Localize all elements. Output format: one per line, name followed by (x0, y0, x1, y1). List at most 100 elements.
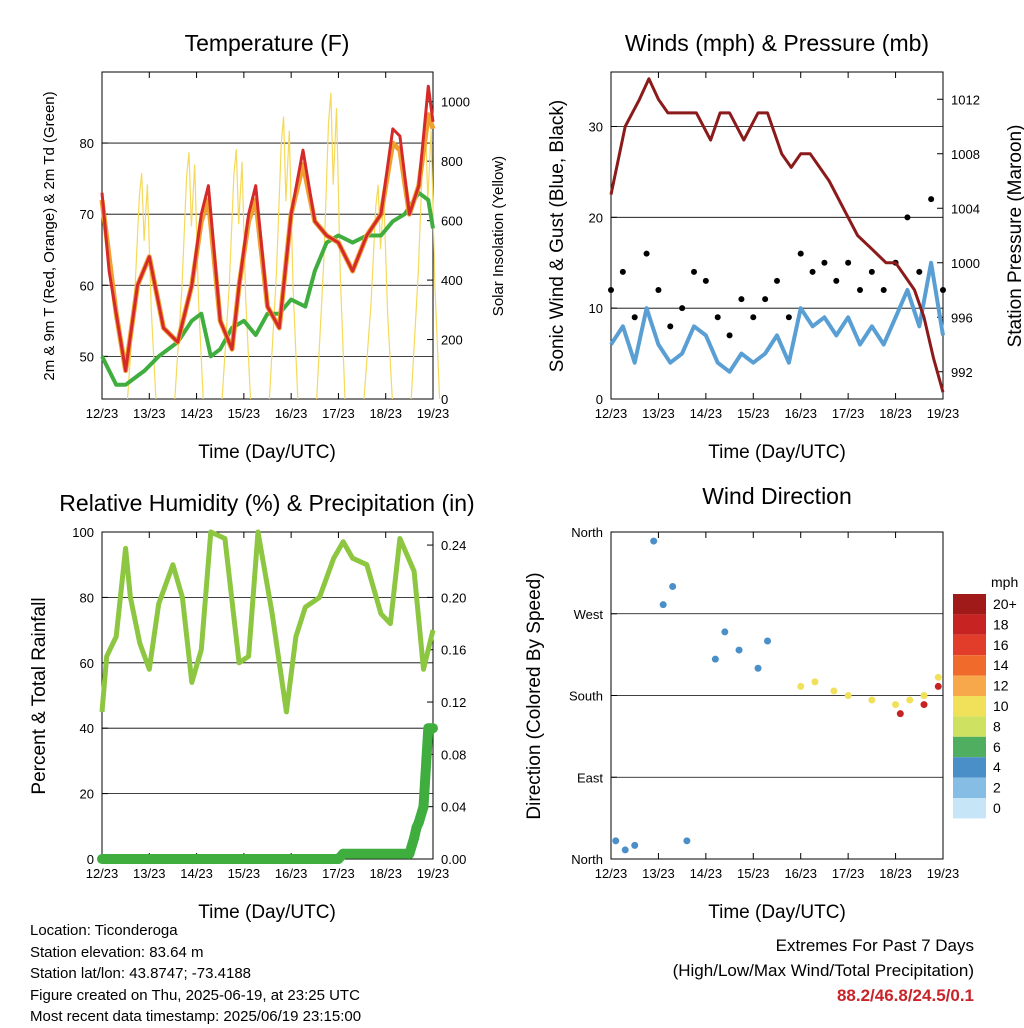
temperature-title: Temperature (F) (185, 30, 350, 56)
x-tick-label: 12/23 (86, 866, 119, 881)
y-tick-label: 60 (80, 278, 94, 293)
legend-swatch (953, 757, 986, 778)
humidity-title: Relative Humidity (%) & Precipitation (i… (59, 490, 474, 516)
y-tick-label: 20 (589, 210, 603, 225)
legend-label: 12 (993, 678, 1009, 694)
y-tick-label: 0 (596, 392, 603, 407)
y-tick-label: 1012 (951, 92, 980, 107)
station-info: Location: Ticonderoga Station elevation:… (30, 920, 361, 1028)
x-tick-label: 17/23 (322, 866, 355, 881)
legend-label: 0 (993, 800, 1001, 816)
y-tick-label: 1000 (951, 256, 980, 271)
gust-point (880, 287, 887, 293)
y-tick-label: 0 (441, 392, 448, 407)
temp-9m-series-line (99, 112, 436, 374)
gust-point (643, 250, 650, 257)
direction-point (920, 692, 928, 699)
temp-2m-series-line (100, 84, 435, 373)
legend-label: 16 (993, 637, 1009, 653)
y-tick-label: 0.00 (441, 852, 466, 867)
x-tick-label: 13/23 (133, 866, 166, 881)
y-tick-label: 0.20 (441, 590, 466, 605)
x-tick-label: 16/23 (784, 866, 817, 881)
legend-swatch (953, 675, 986, 696)
extremes-title: Extremes For Past 7 Days (775, 936, 974, 955)
solar-series-line (126, 173, 157, 400)
direction-point (868, 696, 876, 704)
y-tick-label: 70 (80, 207, 94, 222)
x-tick-label: 18/23 (369, 406, 402, 421)
location-text: Location: Ticonderoga (30, 922, 178, 939)
solar-series-line (221, 149, 252, 400)
temperature-xlabel: Time (Day/UTC) (198, 442, 336, 463)
legend-label: 18 (993, 616, 1009, 632)
gust-point (821, 259, 828, 266)
gust-point (631, 314, 638, 321)
y-tick-label: 992 (951, 365, 973, 380)
gust-point (608, 287, 614, 293)
wind-direction-title: Wind Direction (702, 483, 852, 509)
x-tick-label: 17/23 (832, 406, 865, 421)
direction-point (764, 637, 772, 645)
y-tick-label: 0 (87, 852, 94, 867)
x-tick-label: 12/23 (595, 866, 628, 881)
direction-point (631, 841, 639, 849)
gust-point (702, 277, 709, 284)
direction-point (934, 682, 942, 690)
y-tick-label: 600 (441, 214, 463, 229)
gust-point (785, 314, 792, 321)
gust-point (762, 296, 769, 303)
direction-point (797, 682, 805, 690)
x-tick-label: 16/23 (784, 406, 817, 421)
humidity-xlabel: Time (Day/UTC) (198, 902, 336, 923)
x-tick-label: 18/23 (369, 866, 402, 881)
direction-point (754, 664, 762, 672)
direction-point (896, 710, 904, 718)
direction-point (612, 837, 620, 845)
y-tick-label: 800 (441, 154, 463, 169)
gust-point (904, 214, 911, 221)
precip-series-line (102, 723, 434, 864)
legend-label: 20+ (993, 596, 1017, 612)
humidity-series-line (99, 529, 436, 715)
x-tick-label: 14/23 (180, 406, 213, 421)
y-tick-label: 0.16 (441, 643, 466, 658)
y-tick-label: 200 (441, 333, 463, 348)
x-tick-label: 15/23 (737, 406, 770, 421)
y-tick-label: 60 (80, 656, 94, 671)
x-tick-label: 15/23 (737, 866, 770, 881)
x-tick-label: 15/23 (228, 406, 261, 421)
gust-point (868, 268, 875, 275)
y-tick-label: 100 (72, 525, 94, 540)
temperature-panel: Temperature (F) Time (Day/UTC) 2m & 9m T… (41, 30, 507, 463)
direction-point (683, 837, 691, 845)
y-tick-label: 20 (80, 787, 94, 802)
recent-text: Most recent data timestamp: 2025/06/19 2… (30, 1008, 362, 1025)
winds-title: Winds (mph) & Pressure (mb) (625, 30, 929, 56)
y-tick-label: 0.12 (441, 695, 466, 710)
legend-label: 8 (993, 718, 1001, 734)
legend-swatch (953, 634, 986, 656)
y-tick-label: East (577, 770, 603, 785)
y-tick-label: 0.08 (441, 747, 466, 762)
y-tick-label: 10 (589, 301, 603, 316)
x-tick-label: 19/23 (927, 866, 960, 881)
legend-title: mph (991, 574, 1018, 590)
legend-swatch (953, 614, 986, 635)
x-tick-label: 16/23 (275, 866, 308, 881)
wind-direction-panel: Wind Direction Time (Day/UTC) Direction … (524, 483, 1018, 923)
extremes-value: 88.2/46.8/24.5/0.1 (836, 986, 974, 1005)
x-tick-label: 17/23 (322, 406, 355, 421)
gust-point (691, 268, 697, 275)
legend-swatch (953, 736, 986, 758)
elevation-text: Station elevation: 83.64 m (30, 943, 204, 961)
legend-swatch (953, 696, 986, 717)
x-tick-label: 13/23 (642, 866, 675, 881)
gust-point (774, 277, 780, 284)
gust-point (940, 287, 946, 293)
direction-point (650, 537, 658, 545)
temperature-y2label: Solar Insolation (Yellow) (490, 156, 507, 316)
latlon-text: Station lat/lon: 43.8747; -73.4188 (30, 965, 252, 982)
extremes-subtitle: (High/Low/Max Wind/Total Precipitation) (672, 961, 974, 980)
winds-ylabel: Sonic Wind & Gust (Blue, Black) (547, 100, 568, 372)
